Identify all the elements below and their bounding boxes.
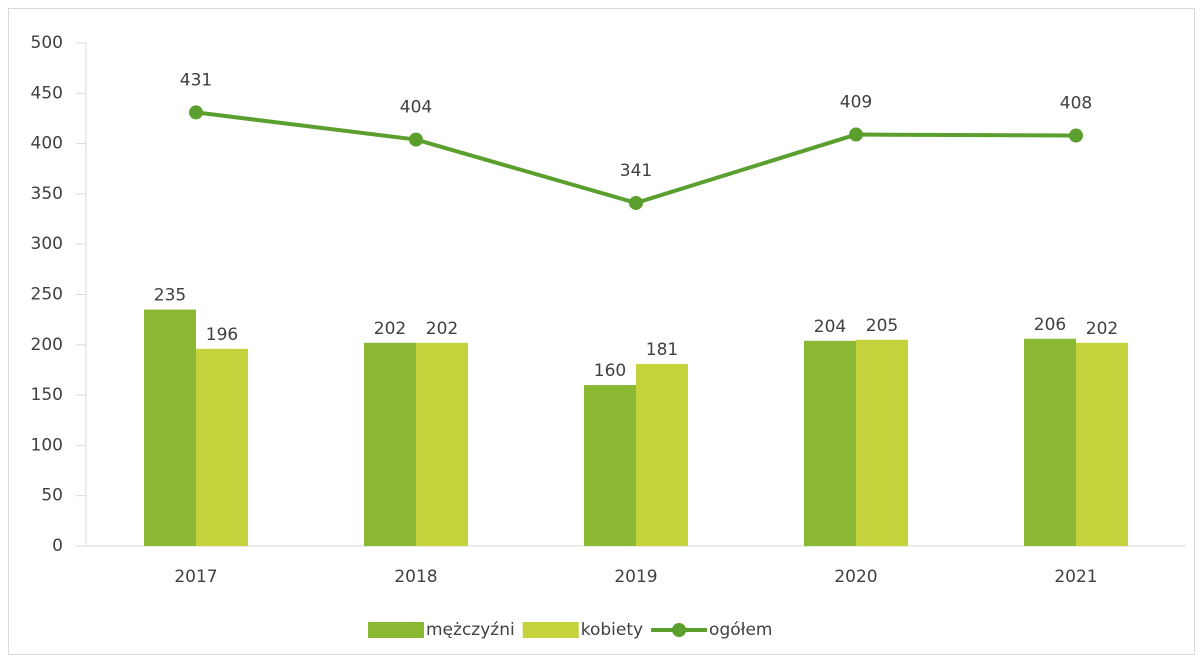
line-marker bbox=[849, 127, 863, 142]
y-tick-label: 500 bbox=[31, 33, 63, 53]
bar bbox=[196, 348, 248, 546]
legend-label: mężczyźni bbox=[426, 620, 515, 640]
data-label: 404 bbox=[400, 98, 432, 118]
legend-swatch bbox=[522, 622, 579, 638]
bar bbox=[584, 385, 636, 546]
line-marker bbox=[189, 105, 203, 120]
y-tick-label: 400 bbox=[31, 134, 63, 154]
chart-border bbox=[8, 8, 1195, 655]
bar bbox=[1024, 338, 1076, 546]
legend-swatch bbox=[672, 623, 687, 637]
bar bbox=[636, 363, 688, 546]
y-tick-label: 50 bbox=[41, 486, 63, 506]
bar bbox=[856, 339, 908, 546]
data-label: 202 bbox=[426, 319, 458, 339]
x-tick-label: 2020 bbox=[834, 567, 877, 587]
data-label: 431 bbox=[180, 70, 212, 90]
bar bbox=[144, 309, 196, 546]
bar bbox=[1076, 342, 1128, 546]
data-label: 181 bbox=[646, 340, 678, 360]
y-tick-label: 250 bbox=[31, 285, 63, 305]
bar bbox=[416, 342, 468, 546]
data-label: 409 bbox=[840, 93, 872, 113]
y-tick-label: 450 bbox=[31, 83, 63, 103]
y-tick-label: 100 bbox=[31, 435, 63, 455]
data-label: 206 bbox=[1034, 315, 1066, 335]
bar bbox=[804, 340, 856, 546]
x-tick-label: 2019 bbox=[614, 567, 657, 587]
y-tick-label: 0 bbox=[52, 536, 63, 556]
data-label: 205 bbox=[866, 316, 898, 336]
data-label: 204 bbox=[814, 317, 846, 337]
x-tick-label: 2018 bbox=[394, 567, 437, 587]
y-tick-label: 300 bbox=[31, 234, 63, 254]
data-label: 235 bbox=[154, 286, 186, 306]
line-marker bbox=[409, 132, 423, 147]
x-tick-label: 2017 bbox=[174, 567, 217, 587]
data-label: 196 bbox=[206, 325, 238, 345]
data-label: 202 bbox=[374, 319, 406, 339]
x-tick-label: 2021 bbox=[1054, 567, 1097, 587]
bar bbox=[364, 342, 416, 546]
y-tick-label: 150 bbox=[31, 385, 63, 405]
data-label: 341 bbox=[620, 161, 652, 181]
line-marker bbox=[1069, 128, 1083, 143]
legend-label: kobiety bbox=[581, 620, 643, 640]
line-marker bbox=[629, 195, 643, 210]
data-label: 202 bbox=[1086, 319, 1118, 339]
legend-swatch bbox=[368, 622, 424, 638]
data-label: 160 bbox=[594, 361, 626, 381]
y-tick-label: 350 bbox=[31, 184, 63, 204]
legend-label: ogółem bbox=[709, 620, 772, 640]
y-tick-label: 200 bbox=[31, 335, 63, 355]
data-label: 408 bbox=[1060, 94, 1092, 114]
